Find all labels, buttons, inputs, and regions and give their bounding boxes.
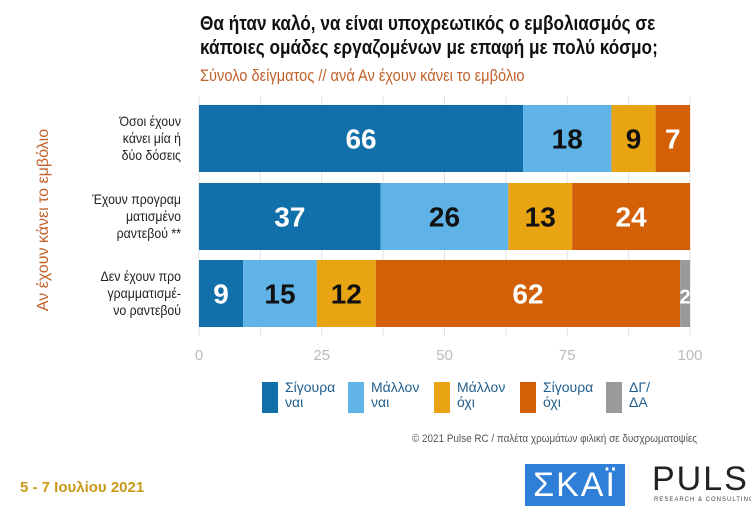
data-label: 26 <box>429 202 460 233</box>
data-label: 66 <box>345 124 376 155</box>
category-label-line: Όσοι έχουν <box>119 112 181 129</box>
x-tick-label: 25 <box>313 347 330 364</box>
legend-item: Μάλλον ναι <box>348 380 424 413</box>
data-label: 18 <box>552 124 583 155</box>
category-label-line: ματισμένο <box>125 207 181 224</box>
bar-segment <box>199 183 381 250</box>
bar-segment <box>572 183 690 250</box>
legend-swatch <box>606 382 622 413</box>
title-line: κάποιες ομάδες εργαζομένων με επαφή με π… <box>200 37 658 59</box>
bar-segment <box>199 260 244 327</box>
category-label: Έχουν προγραμ ματισμένο ραντεβού ** <box>58 191 181 242</box>
legend: Σίγουρα ναι Μάλλον ναι Μάλλον όχι Σίγουρα όχι ΔΓ… <box>262 380 682 413</box>
legend-item: Σίγουρα ναι <box>262 380 338 413</box>
category-label-line: Έχουν προγραμ <box>92 190 181 207</box>
category-label-line: Δεν έχουν προ <box>100 267 181 284</box>
bar-segment <box>380 183 509 250</box>
legend-swatch <box>262 382 278 413</box>
bar-segment <box>680 260 690 327</box>
data-label: 13 <box>525 202 556 233</box>
pulse-logo: PULSERESEARCH & CONSULTING <box>652 460 751 503</box>
credit-text: © 2021 Pulse RC / παλέτα χρωμάτων φιλική… <box>412 433 698 445</box>
legend-swatch <box>520 382 536 413</box>
category-label-line: ραντεβού ** <box>116 224 181 241</box>
legend-item: ΔΓ/ΔΑ <box>606 380 682 413</box>
legend-label: Μάλλον ναι <box>371 379 420 410</box>
x-tick-label: 0 <box>195 347 203 364</box>
bar-segment <box>375 260 681 327</box>
bar-segment <box>523 105 612 172</box>
data-label: 12 <box>331 279 362 310</box>
data-label: 9 <box>213 279 229 310</box>
chart-subtitle: Σύνολο δείγματος // ανά Αν έχουν κάνει τ… <box>200 66 525 85</box>
legend-swatch <box>348 382 364 413</box>
survey-date: 5 - 7 Ιουλίου 2021 <box>20 479 145 496</box>
legend-label: Μάλλον όχι <box>457 379 506 410</box>
category-label-line: γραμματισμέ- <box>107 284 181 301</box>
skai-logo: ΣΚΑΪ <box>525 464 625 506</box>
bar-segment <box>508 183 573 250</box>
legend-label: Σίγουρα ναι <box>285 379 336 410</box>
legend-label: ΔΓ/ΔΑ <box>629 379 650 410</box>
bar-segment <box>316 260 376 327</box>
category-label-line: κάνει μία ή <box>122 129 181 146</box>
data-label: 24 <box>616 202 648 233</box>
x-tick-label: 75 <box>559 347 576 364</box>
data-label: 37 <box>274 202 305 233</box>
legend-item: Σίγουρα όχι <box>520 380 596 413</box>
bar-segment <box>243 260 317 327</box>
data-label: 15 <box>264 279 295 310</box>
chart-title: Θα ήταν καλό, να είναι υποχρεωτικός ο εμ… <box>200 12 658 60</box>
data-label: 62 <box>512 279 543 310</box>
data-label: 9 <box>626 124 642 155</box>
bar-segment <box>655 105 690 172</box>
category-label: Δεν έχουν προ γραμματισμέ-νο ραντεβού <box>58 268 181 319</box>
legend-label: Σίγουρα όχι <box>543 379 594 410</box>
category-label-line: νο ραντεβού <box>113 301 181 318</box>
legend-item: Μάλλον όχι <box>434 380 510 413</box>
category-label-line: δύο δόσεις <box>121 146 181 163</box>
bar-segment <box>199 105 524 172</box>
data-label: 2 <box>680 287 691 309</box>
bar-segment <box>611 105 656 172</box>
x-tick-label: 100 <box>677 347 702 364</box>
category-label: Όσοι έχουν κάνει μία ή δύο δόσεις <box>58 113 181 164</box>
title-line: Θα ήταν καλό, να είναι υποχρεωτικός ο εμ… <box>200 13 656 35</box>
x-tick-label: 50 <box>436 347 453 364</box>
data-label: 7 <box>665 124 681 155</box>
legend-swatch <box>434 382 450 413</box>
